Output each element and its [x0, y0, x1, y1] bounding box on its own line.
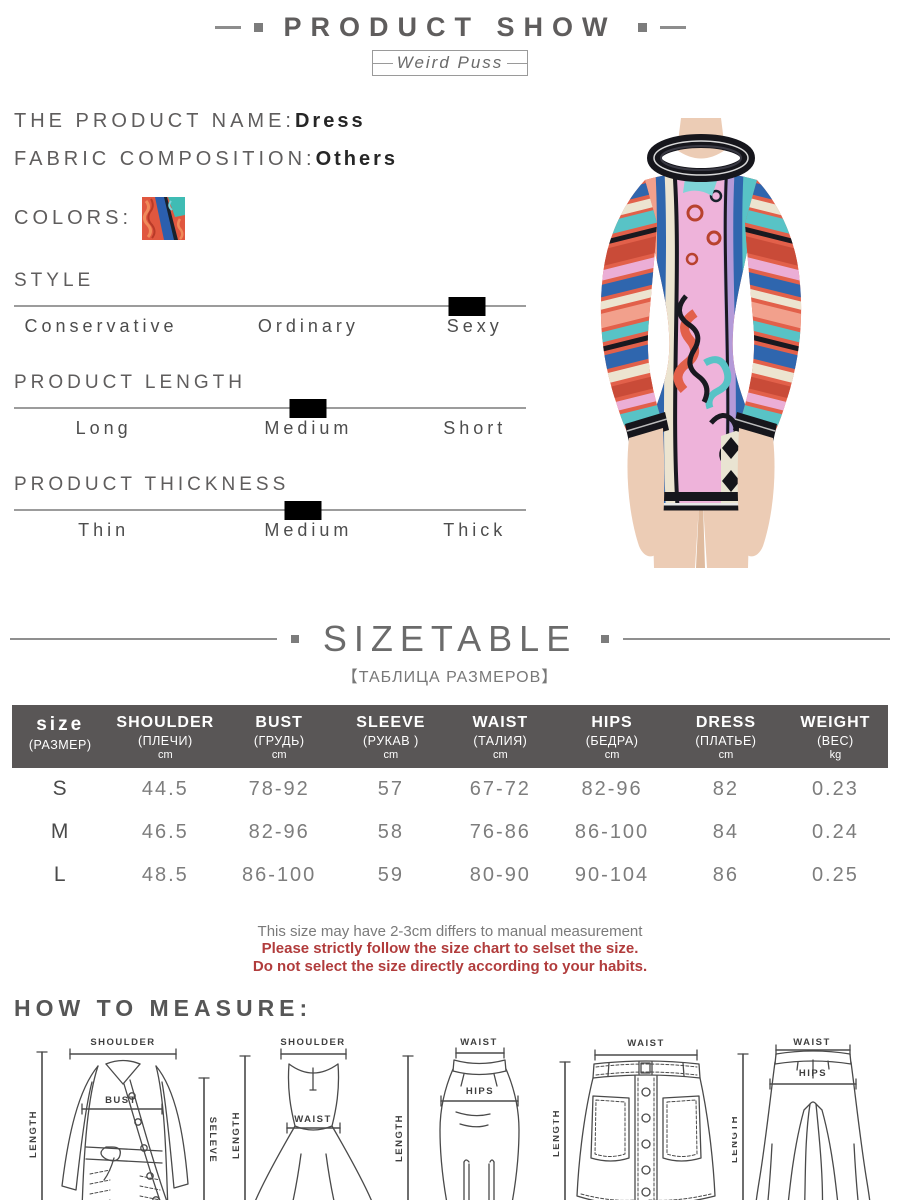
header-square-left-icon — [253, 23, 263, 32]
column-header-weight: WEIGHT (ВЕС) kg — [800, 714, 871, 761]
dress-photo-image — [600, 118, 802, 568]
size-table-header-row: size (РАЗМЕР) SHOULDER (ПЛЕЧИ) cm BUST (… — [12, 705, 888, 768]
note-follow-chart: Please strictly follow the size chart to… — [261, 940, 639, 958]
fabric-value: Others — [315, 148, 399, 170]
brand-box: Weird Puss — [372, 50, 528, 76]
brand-line-left — [373, 62, 393, 64]
svg-text:WAIST: WAIST — [627, 1038, 665, 1049]
attribute-length: PRODUCT LENGTH Long Medium Short — [14, 372, 526, 444]
fabric-row: FABRIC COMPOSITION:Others — [14, 148, 900, 171]
svg-text:LENGTH: LENGTH — [394, 1114, 405, 1162]
header: PRODUCT SHOW — [0, 0, 900, 43]
svg-text:LENGTH: LENGTH — [231, 1111, 242, 1159]
product-name-row: THE PRODUCT NAME:Dress — [14, 110, 900, 133]
attribute-length-marker — [289, 399, 327, 418]
svg-text:SELEVE: SELEVE — [207, 1117, 218, 1164]
how-to-measure-title: HOW TO MEASURE: — [14, 994, 313, 1021]
pants-diagram: WAIST HIPS LENGTH — [732, 1037, 871, 1200]
table-row-s: S 44.5 78-92 57 67-72 82-96 82 0.23 — [52, 777, 859, 800]
length-option-short: Short — [443, 418, 507, 438]
brand-line-right — [507, 62, 528, 64]
sizetable-square-right-icon — [601, 635, 610, 643]
svg-text:SHOULDER: SHOULDER — [90, 1037, 155, 1048]
svg-text:HIPS: HIPS — [799, 1068, 827, 1079]
column-header-shoulder: SHOULDER (ПЛЕЧИ) cm — [116, 714, 215, 761]
colors-label: COLORS: — [14, 207, 133, 229]
header-dash-left-icon — [214, 26, 241, 29]
svg-text:WAIST: WAIST — [294, 1114, 332, 1125]
column-header-dress: DRESS (ПЛАТЬЕ) cm — [695, 714, 757, 761]
thickness-option-thin: Thin — [78, 520, 130, 540]
page-title: PRODUCT SHOW — [283, 12, 617, 42]
product-name-value: Dress — [294, 110, 366, 132]
length-option-medium: Medium — [264, 418, 353, 438]
header-dash-right-icon — [659, 26, 686, 29]
note-measurement: This size may have 2-3cm differs to manu… — [257, 923, 643, 940]
column-header-bust: BUST (ГРУДЬ) cm — [253, 714, 305, 761]
attribute-style-options: Conservative Ordinary Sexy — [14, 316, 526, 342]
svg-text:BUST: BUST — [105, 1095, 137, 1106]
thickness-option-thick: Thick — [443, 520, 507, 540]
header-square-right-icon — [637, 23, 647, 32]
fabric-label: FABRIC COMPOSITION: — [14, 148, 316, 170]
sizetable-title: SIZETABLE — [322, 618, 578, 659]
product-name-label: THE PRODUCT NAME: — [14, 110, 295, 132]
attribute-thickness-scale — [14, 501, 526, 520]
table-row-m: M 46.5 82-96 58 76-86 86-100 84 0.24 — [50, 820, 859, 843]
sizetable-line-right — [623, 638, 891, 640]
sizetable-square-left-icon — [290, 635, 299, 643]
sizetable-header: SIZETABLE — [10, 618, 891, 660]
svg-text:LENGTH: LENGTH — [732, 1115, 740, 1163]
style-option-conservative: Conservative — [24, 316, 178, 336]
mini-skirt-diagram: WAIST LENGTH — [553, 1038, 716, 1200]
product-photo — [545, 118, 855, 568]
attribute-style-title: STYLE — [14, 270, 95, 291]
style-option-ordinary: Ordinary — [257, 316, 359, 336]
attribute-length-options: Long Medium Short — [14, 418, 526, 444]
length-option-long: Long — [75, 418, 132, 438]
sizetable-subtitle: 【ТАБЛИЦА РАЗМЕРОВ】 — [341, 669, 559, 686]
brand-name: Weird Puss — [396, 53, 504, 72]
attribute-thickness-title: PRODUCT THICKNESS — [14, 474, 290, 495]
attribute-style-marker — [448, 297, 486, 316]
style-option-sexy: Sexy — [446, 316, 503, 336]
attribute-thickness-options: Thin Medium Thick — [14, 520, 526, 546]
info-section: THE PRODUCT NAME:Dress FABRIC COMPOSITIO… — [0, 110, 900, 572]
svg-text:WAIST: WAIST — [460, 1037, 498, 1048]
column-header-sleeve: SLEEVE (РУКАВ ) cm — [356, 714, 426, 761]
attribute-thickness-marker — [284, 501, 322, 520]
size-table: size (РАЗМЕР) SHOULDER (ПЛЕЧИ) cm BUST (… — [12, 705, 888, 897]
colors-row: COLORS: — [14, 197, 900, 240]
column-header-size: size (РАЗМЕР) — [28, 714, 92, 752]
attribute-length-scale — [14, 399, 526, 418]
jacket-diagram: SHOULDER BUST LENGTH SELEVE — [28, 1037, 218, 1200]
svg-text:HIPS: HIPS — [466, 1086, 494, 1097]
attribute-length-title: PRODUCT LENGTH — [14, 372, 246, 393]
attribute-style-scale — [14, 297, 526, 316]
measure-diagrams: SHOULDER BUST LENGTH SELEVE SHOULDER — [0, 1034, 900, 1200]
svg-text:SHOULDER: SHOULDER — [280, 1037, 345, 1048]
thickness-option-medium: Medium — [264, 520, 353, 540]
column-header-waist: WAIST (ТАЛИЯ) cm — [472, 714, 529, 761]
sizetable-line-left — [10, 638, 277, 640]
svg-text:LENGTH: LENGTH — [553, 1109, 562, 1157]
pencil-skirt-diagram: WAIST HIPS LENGTH — [394, 1037, 520, 1200]
svg-text:LENGTH: LENGTH — [28, 1110, 39, 1158]
size-notes: This size may have 2-3cm differs to manu… — [0, 923, 900, 975]
table-row-l: L 48.5 86-100 59 80-90 90-104 86 0.25 — [53, 863, 859, 886]
dress-diagram: SHOULDER WAIST LENGTH — [231, 1037, 373, 1200]
note-habits: Do not select the size directly accordin… — [252, 957, 648, 975]
attribute-style: STYLE Conservative Ordinary Sexy — [14, 270, 526, 342]
attribute-thickness: PRODUCT THICKNESS Thin Medium Thick — [14, 474, 526, 546]
color-swatch-image — [142, 197, 186, 240]
svg-text:WAIST: WAIST — [793, 1037, 831, 1048]
column-header-hips: HIPS (БЕДРА) cm — [585, 714, 639, 761]
